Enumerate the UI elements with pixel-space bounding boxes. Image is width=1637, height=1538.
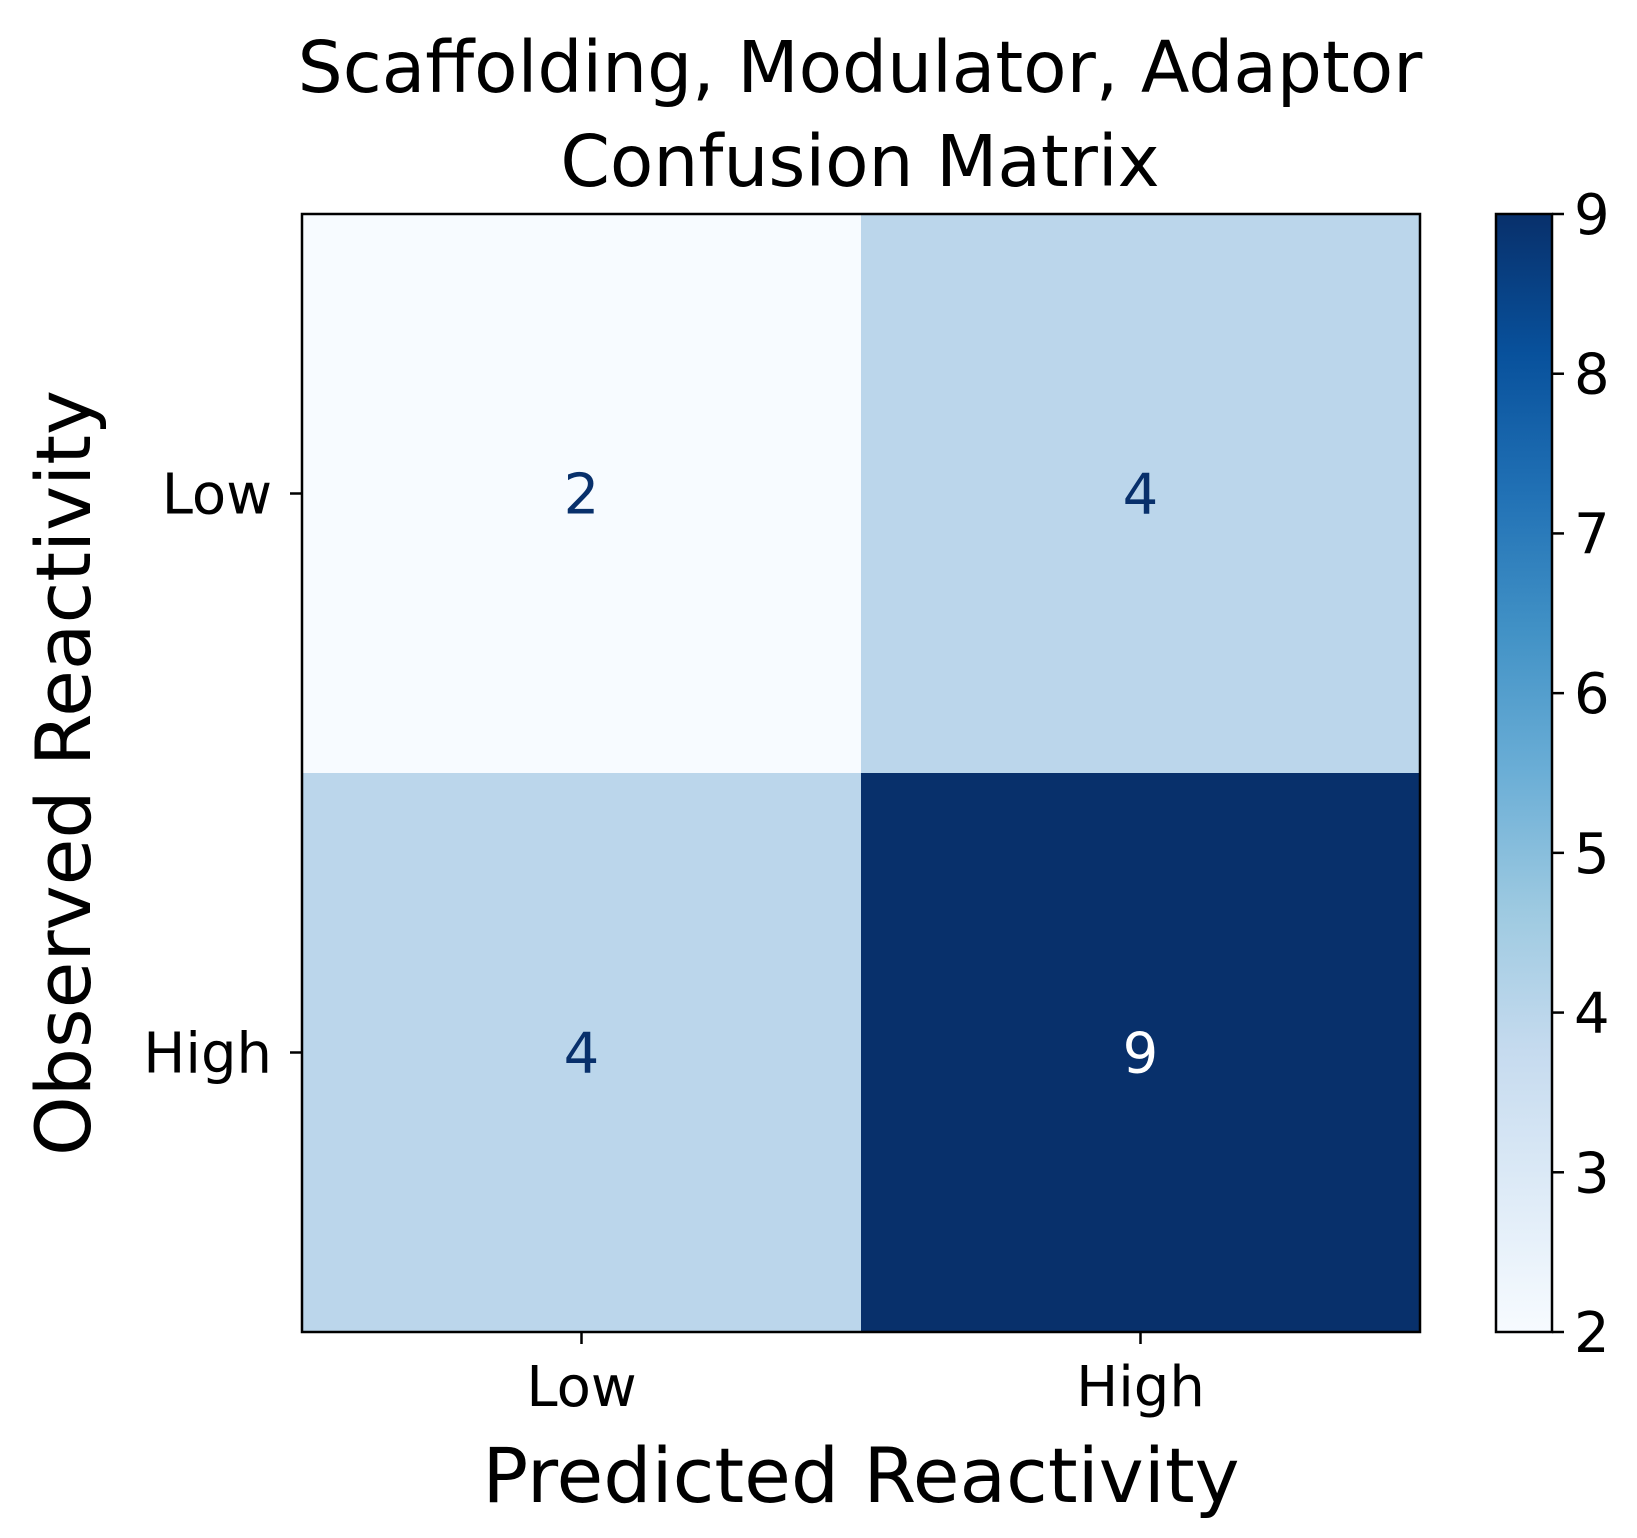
matrix-cell-value: 2 (564, 463, 600, 528)
matrix-cell (861, 773, 1421, 1333)
colorbar-tick-label: 3 (1574, 1141, 1610, 1206)
matrix-cell (302, 214, 862, 774)
x-tick-label: Low (526, 1355, 636, 1420)
x-axis-label: Predicted Reactivity (482, 1431, 1239, 1520)
y-axis-label: Observed Reactivity (19, 390, 108, 1156)
colorbar-tick-label: 5 (1574, 822, 1610, 887)
y-tick-label: Low (162, 463, 272, 528)
plot-frame (300, 212, 1422, 1334)
matrix-cell-labels: 2 4 4 9 (564, 463, 1159, 1087)
colorbar-tick-label: 8 (1574, 343, 1610, 408)
chart-title-line-1: Scaffolding, Modulator, Adaptor (298, 26, 1424, 109)
x-tick-label: High (1076, 1355, 1205, 1420)
colorbar-tick-label: 6 (1574, 662, 1610, 727)
matrix-cell (302, 773, 862, 1333)
colorbar-tick-label: 7 (1574, 502, 1610, 567)
matrix-cell-value: 4 (1123, 463, 1159, 528)
y-tick-label: High (143, 1022, 272, 1087)
y-axis-ticks: Low High (143, 463, 302, 1087)
matrix-cells (302, 214, 1421, 1333)
colorbar-ticks: 2 3 4 5 6 7 8 9 (1552, 183, 1610, 1366)
matrix-cell-value: 9 (1123, 1022, 1159, 1087)
matrix-cell-value: 4 (564, 1022, 600, 1087)
colorbar (1494, 212, 1554, 1334)
colorbar-tick-label: 4 (1574, 982, 1610, 1047)
x-axis-ticks: Low High (526, 1332, 1205, 1420)
chart-title-line-2: Confusion Matrix (560, 120, 1159, 203)
matrix-cell (861, 214, 1421, 774)
colorbar-tick-label: 9 (1574, 183, 1610, 248)
colorbar-tick-label: 2 (1574, 1301, 1610, 1366)
